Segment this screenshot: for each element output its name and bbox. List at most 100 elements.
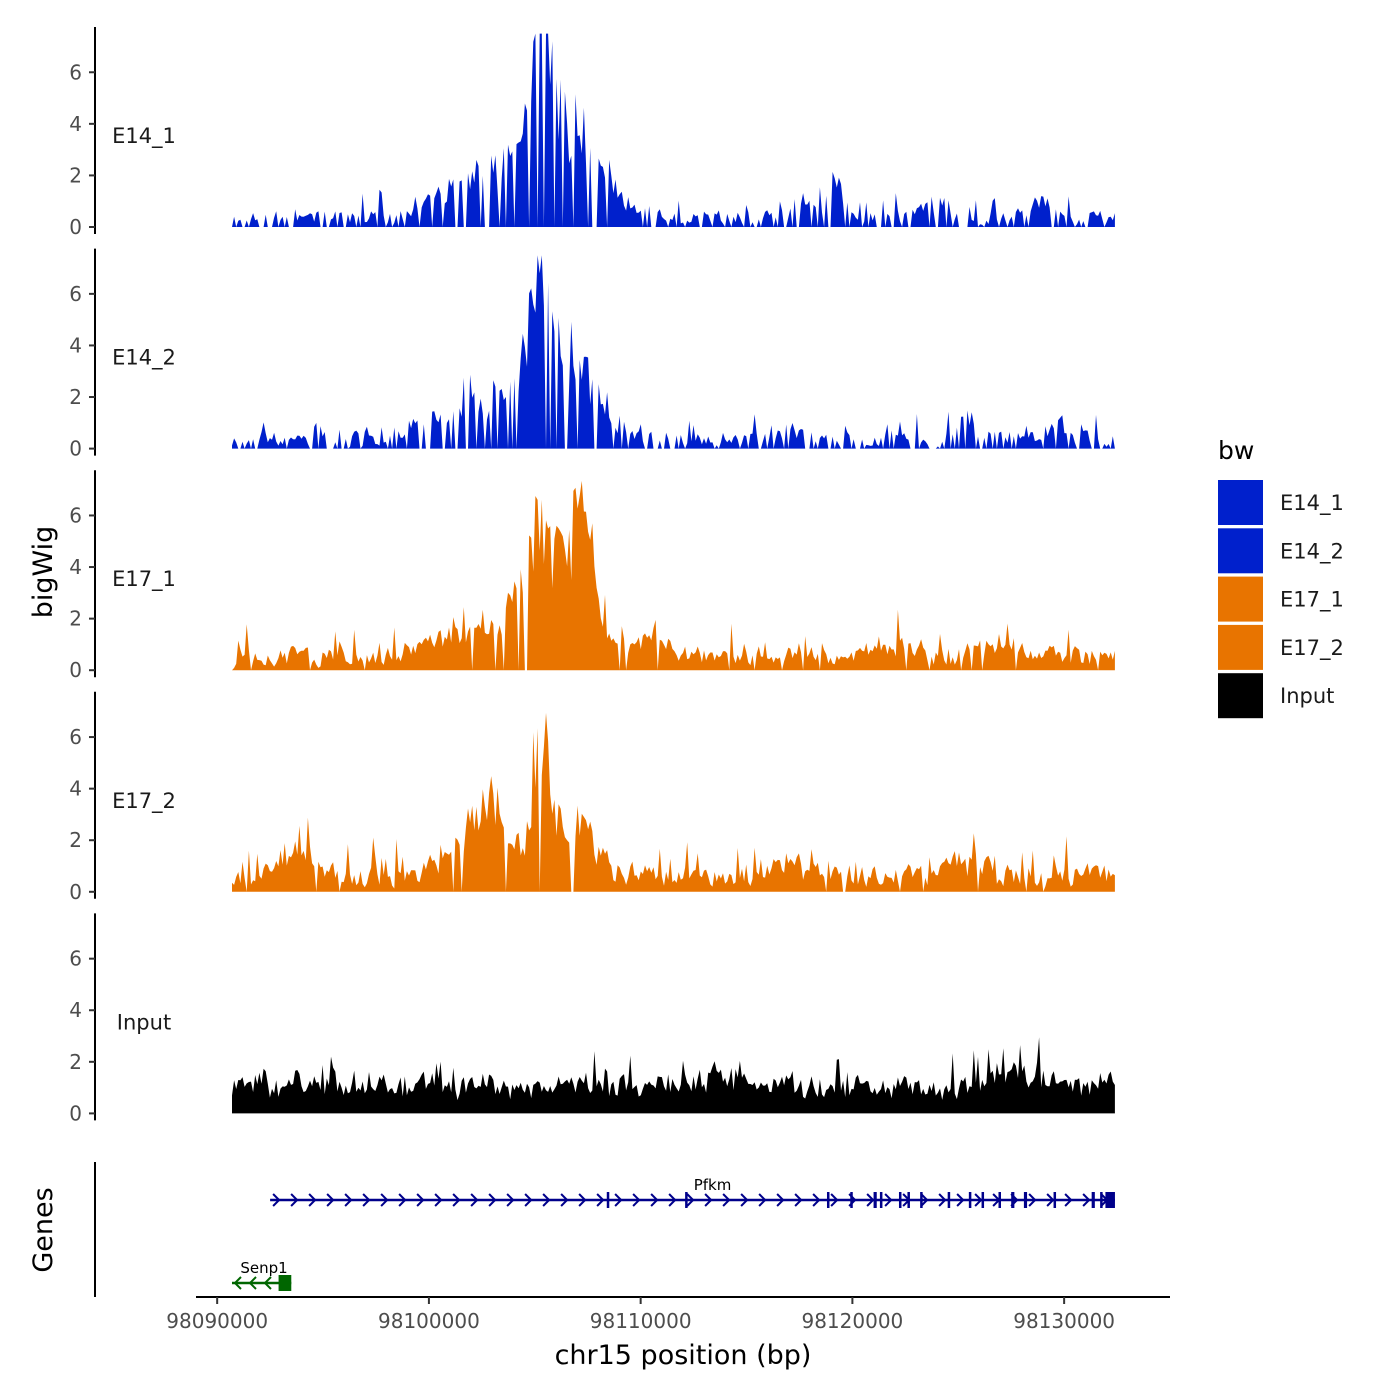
strand-arrow <box>524 1193 533 1207</box>
legend-key-E14_2 <box>1218 528 1263 574</box>
strand-arrow <box>758 1193 767 1207</box>
y-tick-label: 0 <box>69 437 82 461</box>
track-label-E17_2: E17_2 <box>112 789 176 814</box>
y-tick-label: 0 <box>69 1101 82 1125</box>
strand-arrow <box>398 1193 407 1207</box>
strand-arrow <box>956 1193 965 1207</box>
y-tick-label: 6 <box>69 947 82 971</box>
track-E17_2: 0 2 4 6 E17_2 <box>69 691 1115 904</box>
y-tick-label: 6 <box>69 60 82 84</box>
exon <box>907 1192 910 1208</box>
gene-label-Senp1: Senp1 <box>240 1259 287 1277</box>
exon <box>278 1275 292 1291</box>
strand-arrow <box>722 1193 731 1207</box>
strand-arrow <box>920 1193 929 1207</box>
signal-tracks: 0 2 4 6 E14_1 0 2 4 6 E14_2 0 2 4 6 E17_1 0 2 4 6 E17_2 0 2 4 6… <box>69 27 1115 1125</box>
exon <box>998 1192 1001 1208</box>
strand-arrow <box>290 1193 299 1207</box>
strand-arrow <box>308 1193 317 1207</box>
exon <box>898 1192 902 1208</box>
y-tick-label: 4 <box>69 555 82 579</box>
legend-key-E17_2 <box>1218 624 1263 670</box>
strand-arrow <box>380 1193 389 1207</box>
strand-arrow <box>776 1193 785 1207</box>
signal-area-E14_2 <box>232 255 1115 449</box>
strand-arrow <box>686 1193 695 1207</box>
legend-label-E14_2: E14_2 <box>1280 539 1344 564</box>
exon <box>606 1192 610 1208</box>
y-tick-label: 6 <box>69 725 82 749</box>
signal-area-Input <box>232 1037 1115 1114</box>
strand-arrow <box>650 1193 659 1207</box>
exon <box>873 1192 877 1208</box>
strand-arrow <box>362 1193 371 1207</box>
y-tick-label: 6 <box>69 503 82 527</box>
exon <box>947 1192 951 1208</box>
signal-area-E17_1 <box>232 480 1115 671</box>
strand-arrow <box>740 1193 749 1207</box>
genes-axis-title: Genes <box>28 1187 59 1272</box>
strand-arrow <box>830 1193 839 1207</box>
strand-arrow <box>1028 1193 1037 1207</box>
legend-key-E14_1 <box>1218 480 1263 525</box>
signal-area-E17_2 <box>232 712 1115 892</box>
legend: bw E14_1 E14_2 E17_1 E17_2 Input <box>1218 436 1344 719</box>
strand-arrow <box>416 1193 425 1207</box>
exon <box>879 1192 883 1208</box>
strand-arrow <box>542 1193 551 1207</box>
strand-arrow <box>488 1193 497 1207</box>
strand-arrow <box>668 1193 677 1207</box>
strand-arrow <box>272 1193 281 1207</box>
strand-arrow <box>560 1193 569 1207</box>
legend-label-Input: Input <box>1280 684 1334 708</box>
track-E14_2: 0 2 4 6 E14_2 <box>69 248 1115 461</box>
x-tick-label: 98110000 <box>590 1309 692 1333</box>
y-axis-title: bigWig <box>28 526 59 619</box>
strand-arrow <box>470 1193 479 1207</box>
strand-arrow <box>794 1193 803 1207</box>
strand-arrow <box>614 1193 623 1207</box>
x-tick-label: 98130000 <box>1013 1309 1115 1333</box>
exon <box>826 1192 830 1208</box>
gene-label-Pfkm: Pfkm <box>694 1176 732 1194</box>
y-tick-label: 6 <box>69 282 82 306</box>
y-tick-label: 0 <box>69 658 82 682</box>
track-label-E14_2: E14_2 <box>112 346 176 371</box>
track-label-E17_1: E17_1 <box>112 567 176 592</box>
strand-arrow <box>434 1193 443 1207</box>
strand-arrow <box>233 1276 242 1290</box>
strand-arrow <box>1064 1193 1073 1207</box>
strand-arrow <box>506 1193 515 1207</box>
track-E14_1: 0 2 4 6 E14_1 <box>69 27 1115 239</box>
exon <box>1053 1192 1057 1208</box>
y-tick-label: 2 <box>69 607 82 631</box>
track-label-Input: Input <box>117 1010 171 1034</box>
y-tick-label: 0 <box>69 215 82 239</box>
y-tick-label: 2 <box>69 1050 82 1074</box>
gene-track: Senp1 Pfkm <box>94 1162 1115 1297</box>
exon <box>1105 1192 1115 1208</box>
legend-label-E17_1: E17_1 <box>1280 588 1344 613</box>
strand-arrow <box>344 1193 353 1207</box>
x-tick-label: 98100000 <box>378 1309 480 1333</box>
y-tick-label: 2 <box>69 828 82 852</box>
y-tick-label: 0 <box>69 880 82 904</box>
legend-key-Input <box>1218 673 1263 719</box>
y-tick-label: 4 <box>69 112 82 136</box>
strand-arrow <box>866 1193 875 1207</box>
legend-key-E17_1 <box>1218 576 1263 622</box>
exon <box>1023 1192 1028 1208</box>
track-E17_1: 0 2 4 6 E17_1 <box>69 470 1115 682</box>
exon <box>1011 1192 1015 1208</box>
legend-title: bw <box>1218 436 1254 465</box>
y-tick-label: 4 <box>69 777 82 801</box>
strand-arrow <box>704 1193 713 1207</box>
gene-Pfkm: Pfkm <box>270 1176 1115 1208</box>
y-tick-label: 2 <box>69 385 82 409</box>
strand-arrow <box>1082 1193 1091 1207</box>
legend-label-E17_2: E17_2 <box>1280 636 1344 661</box>
exon <box>850 1192 853 1208</box>
x-tick-label: 98120000 <box>801 1309 903 1333</box>
x-tick-label: 98090000 <box>166 1309 268 1333</box>
